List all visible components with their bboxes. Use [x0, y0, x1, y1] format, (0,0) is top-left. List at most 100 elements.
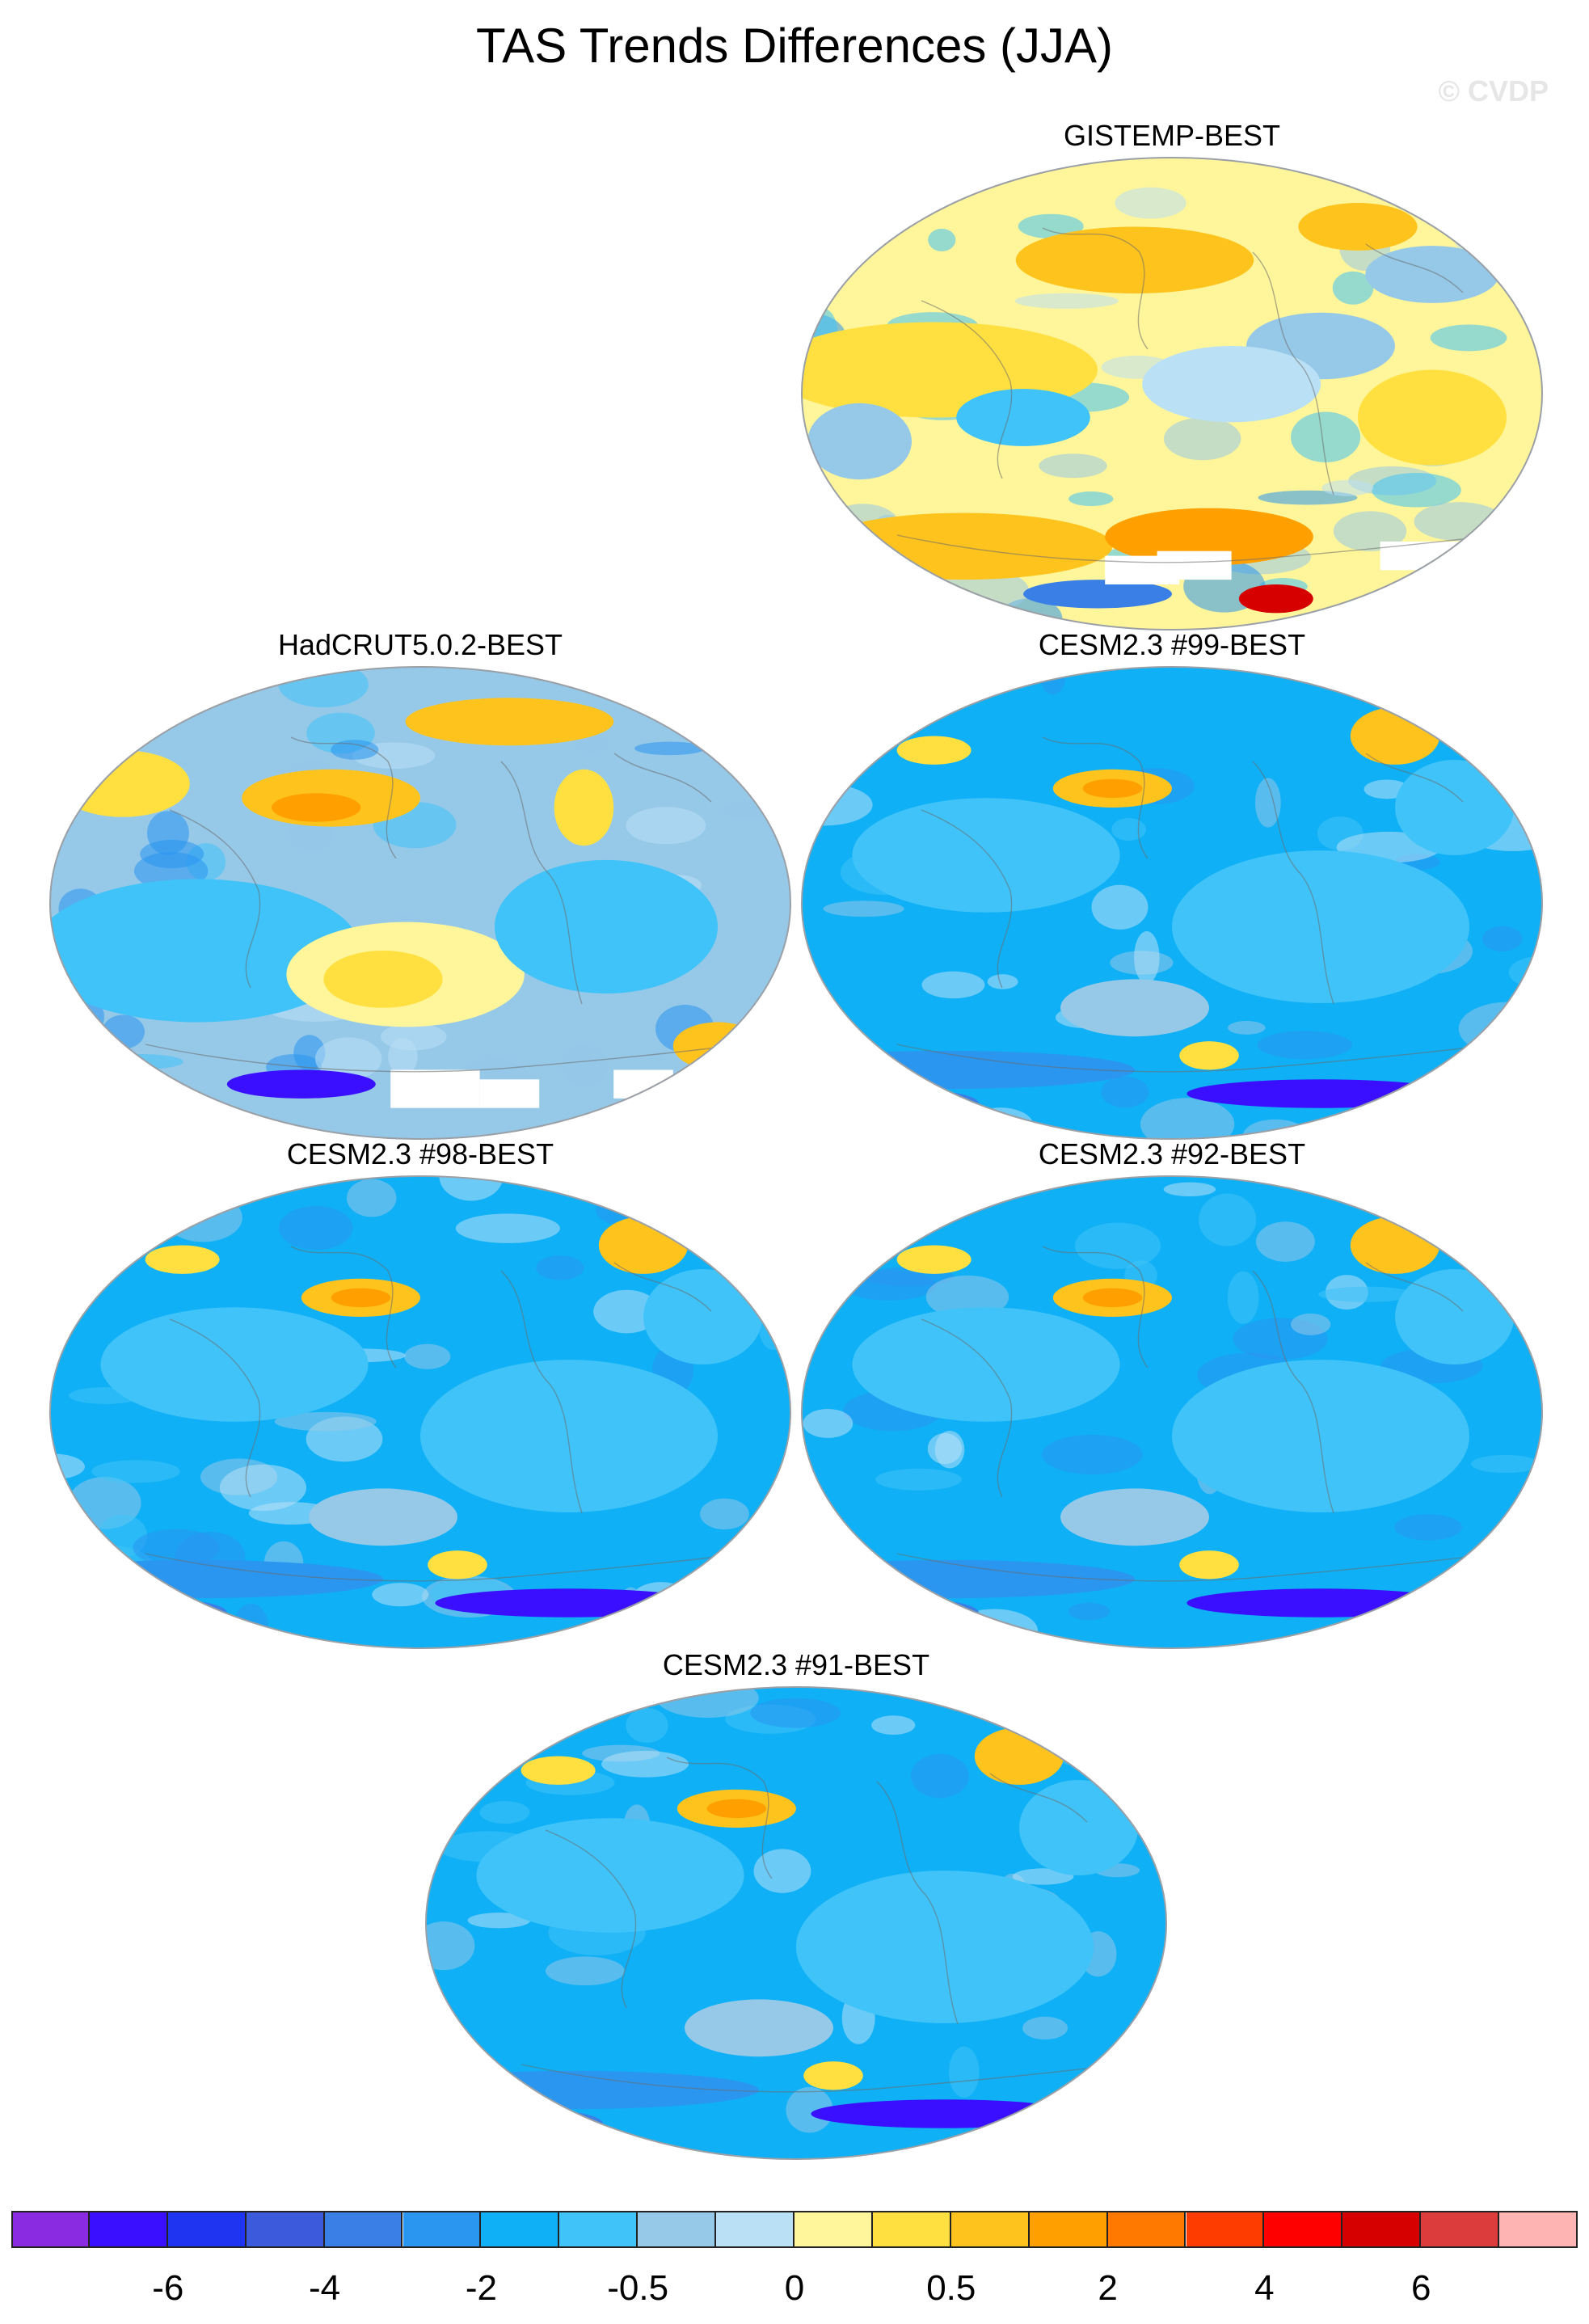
- map-texture-patch: [1039, 453, 1107, 479]
- panel-title: CESM2.3 #92-BEST: [1038, 1137, 1306, 1170]
- map-anomaly-patch: [852, 1307, 1120, 1422]
- coastline: [145, 1246, 744, 1582]
- map-texture-patch: [1014, 293, 1119, 309]
- map-texture-patch: [823, 900, 904, 917]
- map-missing-data: [479, 1079, 540, 1108]
- colorbar-swatch: [1421, 2211, 1500, 2248]
- map-plot: [425, 1686, 1167, 2160]
- map-anomaly-patch: [829, 1598, 979, 1627]
- map-texture-patch: [834, 1586, 921, 1620]
- map-field: [426, 1687, 1166, 2159]
- map-texture-patch: [1458, 1002, 1542, 1056]
- map-texture-patch: [561, 1045, 608, 1087]
- map-anomaly-patch: [107, 1084, 197, 1113]
- map-anomaly-patch: [1350, 1217, 1440, 1274]
- map-panel-cesm91: CESM2.3 #91-BEST: [424, 1649, 1168, 2166]
- map-anomaly-patch: [50, 1559, 383, 1599]
- map-texture-patch: [1254, 778, 1281, 828]
- colorbar-swatch: [1264, 2211, 1343, 2248]
- map-outline: [49, 666, 791, 1140]
- map-texture-patch: [1134, 930, 1160, 985]
- map-anomaly-patch: [272, 793, 361, 822]
- map-texture-patch: [871, 1715, 916, 1736]
- map-panel-cesm92: CESM2.3 #92-BEST: [800, 1138, 1544, 1655]
- colorbar-swatch: [638, 2211, 717, 2248]
- map-texture-patch: [50, 1453, 85, 1480]
- colorbar-swatch: [246, 2211, 325, 2248]
- map-texture-patch: [99, 1054, 183, 1070]
- map-field: [50, 1176, 790, 1648]
- colorbar-swatch: [559, 2211, 639, 2248]
- map-texture-patch: [388, 1038, 418, 1075]
- map-anomaly-patch: [896, 736, 972, 765]
- map-anomaly-patch: [1186, 1079, 1455, 1108]
- map-texture-patch: [1291, 1313, 1331, 1335]
- map-texture-patch: [802, 1119, 831, 1136]
- map-panel-hadcrut: HadCRUT5.0.2-BEST: [48, 629, 792, 1146]
- map-texture-patch: [1227, 1021, 1266, 1035]
- map-texture-patch: [1435, 676, 1507, 698]
- map-texture-patch: [91, 1460, 180, 1483]
- colorbar-swatch: [403, 2211, 482, 2248]
- map-texture-patch: [656, 1687, 759, 1718]
- map-outline: [801, 157, 1543, 631]
- map-anomaly-patch: [1082, 1288, 1143, 1308]
- map-anomaly-patch: [706, 1799, 767, 1819]
- map-texture-patch: [1255, 1221, 1315, 1262]
- map-texture-patch: [750, 1698, 841, 1728]
- map-texture-patch: [1508, 955, 1542, 989]
- map-anomaly-patch: [1395, 760, 1515, 855]
- panel-title: CESM2.3 #91-BEST: [662, 1648, 930, 1681]
- figure-title: TAS Trends Differences (JJA): [475, 19, 1114, 73]
- map-texture-patch: [1068, 491, 1114, 507]
- panel-title: HadCRUT5.0.2-BEST: [277, 628, 563, 661]
- map-anomaly-patch: [521, 1756, 596, 1785]
- colorbar-tick-label: 2: [1098, 2268, 1118, 2308]
- map-anomaly-patch: [815, 512, 1113, 580]
- map-texture-patch: [1115, 187, 1186, 219]
- map-missing-data: [390, 1069, 480, 1108]
- map-texture-patch: [278, 667, 369, 708]
- map-texture-patch: [928, 228, 956, 251]
- map-texture-patch: [1473, 567, 1542, 614]
- map-anomaly-patch: [598, 1217, 689, 1274]
- map-texture-patch: [875, 1468, 962, 1491]
- map-texture-patch: [1442, 1196, 1536, 1236]
- map-texture-patch: [1068, 1602, 1111, 1621]
- map-texture-patch: [753, 1849, 811, 1893]
- map-outline: [801, 1175, 1543, 1649]
- map-texture-patch: [634, 741, 706, 756]
- map-anomaly-patch: [405, 698, 614, 746]
- map-anomaly-patch: [100, 1307, 369, 1422]
- colorbar-swatch: [324, 2211, 403, 2248]
- colorbar-swatch: [167, 2211, 247, 2248]
- colorbar-tick-label: 4: [1254, 2268, 1275, 2308]
- map-anomaly-patch: [1019, 1780, 1139, 1875]
- map-texture-patch: [274, 1411, 377, 1432]
- map-texture-patch: [1504, 1193, 1534, 1207]
- map-anomaly-patch: [956, 389, 1090, 446]
- map-texture-patch: [759, 1306, 789, 1351]
- map-anomaly-patch: [807, 403, 912, 480]
- map-anomaly-patch: [495, 859, 718, 994]
- watermark: © CVDP: [1438, 74, 1549, 108]
- map-texture-patch: [86, 1626, 149, 1648]
- map-outline: [425, 1686, 1167, 2160]
- map-anomaly-patch: [323, 951, 443, 1008]
- map-texture-patch: [853, 667, 899, 686]
- map-anomaly-patch: [1060, 979, 1209, 1037]
- map-plot: [49, 1175, 791, 1649]
- map-texture-patch: [626, 807, 706, 845]
- coastline: [896, 736, 1496, 1073]
- map-plot: [49, 666, 791, 1140]
- map-anomaly-patch: [1358, 369, 1507, 466]
- map-texture-patch: [987, 974, 1018, 989]
- map-texture-patch: [1489, 1210, 1542, 1259]
- map-texture-patch: [331, 740, 379, 760]
- map-anomaly-patch: [974, 1727, 1064, 1785]
- map-anomaly-patch: [145, 1245, 220, 1274]
- map-texture-patch: [1257, 1031, 1353, 1060]
- map-texture-patch: [452, 2090, 507, 2133]
- map-anomaly-patch: [1172, 850, 1469, 1003]
- colorbar-tick-label: -4: [309, 2268, 341, 2308]
